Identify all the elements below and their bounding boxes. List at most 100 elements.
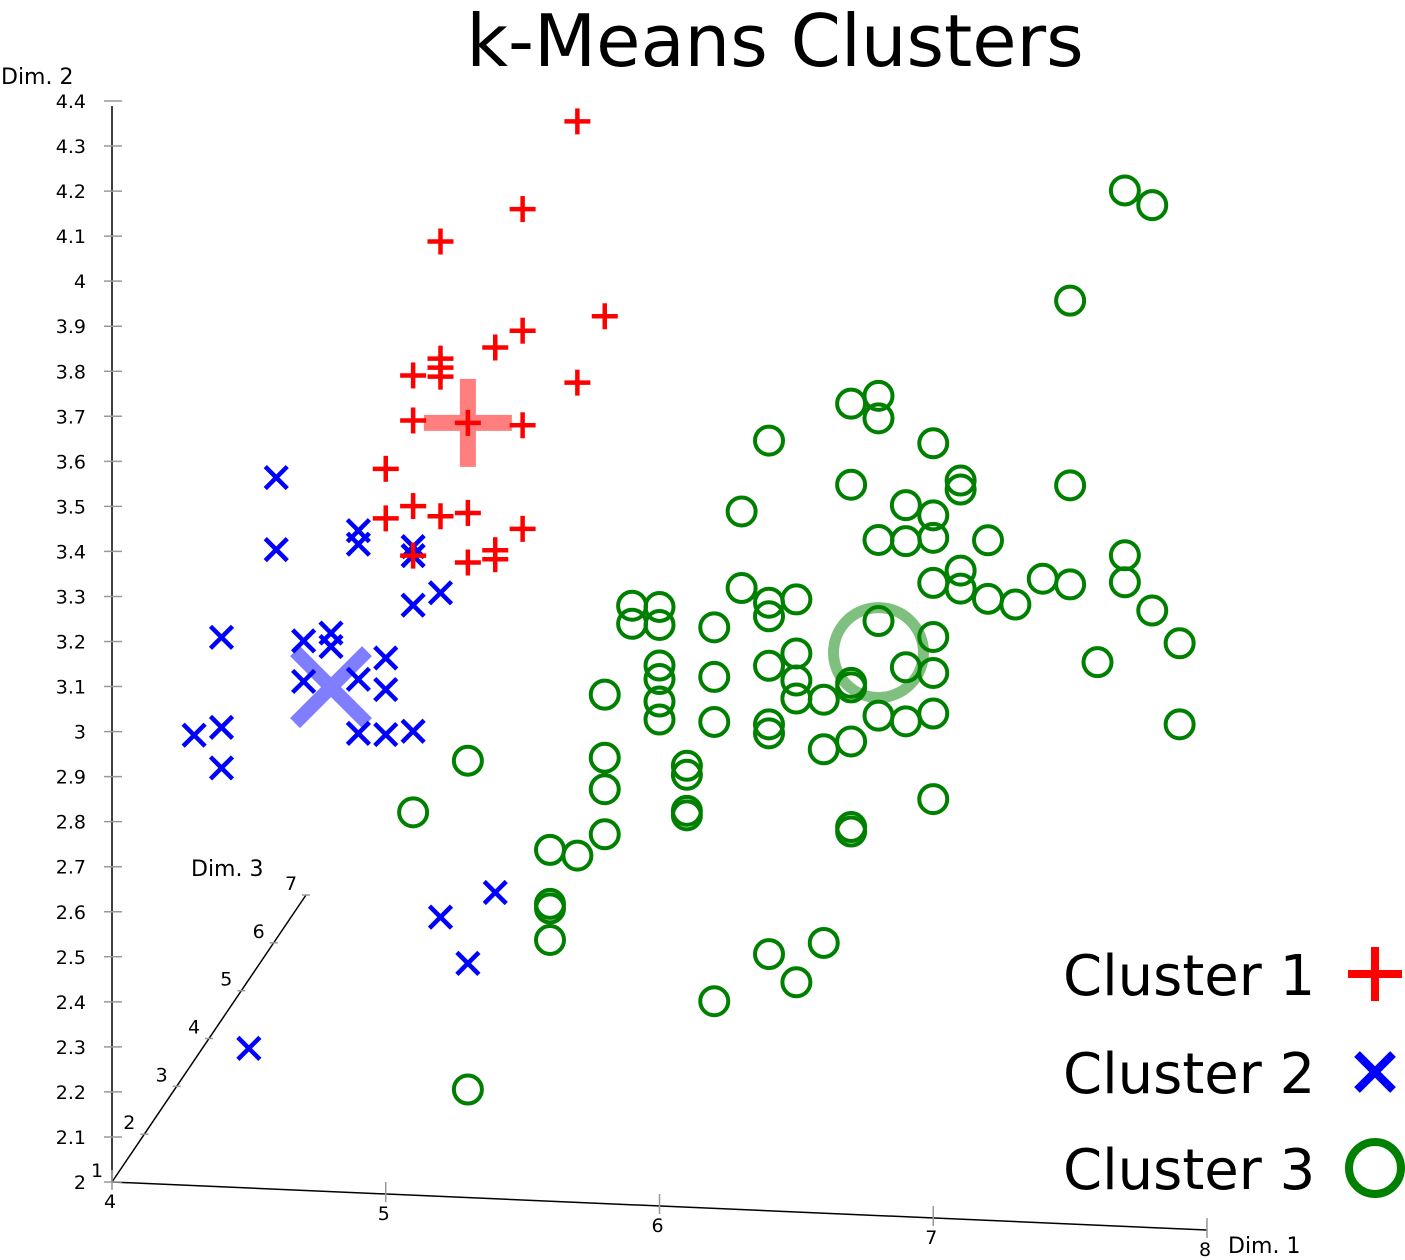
cluster-3-centroid-ring <box>828 602 929 704</box>
cluster-3-point-ring <box>1163 627 1196 660</box>
cluster-3-point-ring <box>753 600 785 633</box>
cluster-2-point-b <box>208 755 235 781</box>
cluster-3-point-ring <box>698 611 731 644</box>
y-axis-label: Dim. 2 <box>1 65 73 90</box>
cluster-3-point-ring <box>972 582 1004 615</box>
cluster-3-point-ring <box>1108 539 1141 572</box>
cluster-3-point-ring <box>972 524 1004 557</box>
cluster-2-point-b <box>373 676 399 703</box>
cluster-1-point <box>400 493 427 520</box>
x-tick-label: 4 <box>104 1191 116 1213</box>
cluster-2-point <box>400 592 426 618</box>
cluster-2-point-b <box>263 537 289 563</box>
cluster-2-point-b <box>427 904 454 930</box>
cluster-3-point-ring <box>780 966 813 999</box>
cluster-3-point <box>917 566 950 599</box>
cluster-3-point <box>835 815 868 848</box>
cluster-1-point <box>372 505 399 532</box>
cluster-2-point-b <box>291 628 317 654</box>
cluster-3-point-ring <box>835 725 868 758</box>
cluster-3-point <box>862 379 895 412</box>
cluster-3-point <box>561 839 594 872</box>
cluster-1-point <box>591 303 618 330</box>
cluster-3-point <box>534 923 566 956</box>
cluster-3-point <box>807 733 840 766</box>
cluster-3-point <box>753 600 785 633</box>
cluster-3-point-ring <box>917 521 950 554</box>
cluster-1-point <box>400 362 427 389</box>
cluster-3-centroid <box>828 602 929 704</box>
cluster-2-point <box>236 1035 262 1061</box>
cluster-2-point <box>318 634 344 660</box>
x-tick-label: 8 <box>1199 1239 1211 1260</box>
cluster-2-point-b <box>373 721 399 748</box>
cluster-3-point-ring <box>944 464 977 497</box>
cluster-3-point <box>889 489 922 522</box>
cluster-2-point <box>427 580 454 606</box>
cluster-2-point <box>263 464 289 491</box>
cluster-3-point-ring <box>917 697 950 730</box>
cluster-2-point <box>455 950 481 976</box>
cluster-3-point-ring <box>862 379 895 412</box>
cluster-3-point <box>643 685 676 718</box>
cluster-3-point-ring <box>917 427 950 460</box>
cluster-3-point-ring <box>643 608 676 641</box>
y-tick-label: 3.6 <box>56 451 86 473</box>
cluster-3-point-ring <box>862 699 895 732</box>
cluster-3-point-ring <box>643 590 676 623</box>
cluster-3-point <box>643 663 676 696</box>
cluster-3-point <box>1081 646 1114 679</box>
cluster-3-point-ring <box>889 489 922 522</box>
y-tick-label: 3.4 <box>56 541 86 563</box>
z-tick-label: 3 <box>156 1064 168 1086</box>
cluster-3-point <box>835 671 868 704</box>
cluster-3-point-ring <box>1081 646 1114 679</box>
cluster-3-point <box>1054 568 1087 601</box>
cluster-2-point-b <box>318 634 344 660</box>
cluster-3-point <box>643 649 676 682</box>
z-tick-label: 5 <box>220 969 232 991</box>
cluster-centroids <box>290 378 929 729</box>
cluster-3-point-ring <box>643 663 676 696</box>
cluster-3-point-ring <box>753 938 785 971</box>
cluster-3-point-ring <box>1054 469 1087 502</box>
legend-label-cluster-2: Cluster 2 <box>1063 1042 1315 1107</box>
cluster-3-point <box>670 758 703 791</box>
y-axis-ticks: 2 2.1 2.2 2.3 2.4 2.5 2.6 2.7 2.8 2.9 3 3.1 3.2 3.3 3.… <box>56 91 122 1194</box>
y-tick-label: 4.1 <box>56 226 86 248</box>
legend-marker-cluster-1 <box>1348 947 1402 1001</box>
cluster-2-point <box>208 624 235 650</box>
cluster-2-point <box>208 755 235 781</box>
cluster-2-point-b <box>400 592 426 618</box>
cluster-3-point <box>862 523 895 556</box>
cluster-3-point <box>698 705 731 738</box>
x-axis-label: Dim. 1 <box>1228 1234 1300 1259</box>
cluster-3-point <box>889 525 922 558</box>
cluster-3-point-ring <box>1163 708 1196 741</box>
cluster-3-point <box>698 611 731 644</box>
cluster-2-point <box>373 676 399 703</box>
cluster-3-point-ring <box>917 566 950 599</box>
legend-marker-cluster-3 <box>1345 1138 1405 1198</box>
cluster-3-point <box>1136 594 1169 627</box>
cluster-3-point <box>753 649 785 682</box>
cluster-3-point-ring <box>698 705 731 738</box>
cluster-2-point <box>400 718 426 744</box>
cluster-3-point <box>753 717 785 750</box>
cluster-3-point <box>753 424 785 457</box>
cluster-3-point-ring <box>534 923 566 956</box>
cluster-3-point-ring <box>835 468 868 501</box>
cluster-3-point <box>670 799 703 832</box>
cluster-3-point <box>1108 174 1141 207</box>
cluster-1-point <box>509 412 536 439</box>
y-tick-label: 3.8 <box>56 361 86 383</box>
cluster-3-point-ring <box>999 588 1032 621</box>
y-tick-label: 2.4 <box>56 992 86 1014</box>
cluster-3-point <box>698 660 731 693</box>
cluster-1-point <box>482 537 509 564</box>
z-tick-label: 4 <box>188 1017 200 1039</box>
cluster-3-point <box>807 683 840 716</box>
cluster-3-point <box>944 464 977 497</box>
cluster-3-point-ring <box>588 741 621 774</box>
cluster-3-point <box>670 749 703 782</box>
